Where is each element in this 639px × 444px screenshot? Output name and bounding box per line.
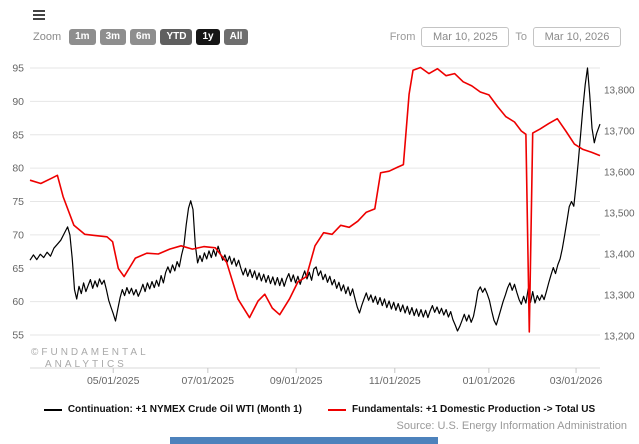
right-axis-tick-label: 13,500	[604, 209, 635, 220]
watermark-line1: ©FUNDAMENTAL	[31, 347, 149, 358]
production-line-swatch	[327, 408, 346, 411]
zoom-button-1m[interactable]: 1m	[69, 29, 96, 45]
source-attribution: Source: U.S. Energy Information Administ…	[396, 420, 628, 432]
x-axis-tick-label: 11/01/2025	[369, 375, 421, 387]
legend-label-wti: Continuation: +1 NYMEX Crude Oil WTI (Mo…	[67, 404, 302, 415]
x-axis-tick-label: 03/01/2026	[550, 375, 603, 387]
right-axis-tick-label: 13,600	[604, 168, 635, 179]
zoom-button-all[interactable]: All	[223, 29, 249, 45]
right-axis-tick-label: 13,400	[604, 250, 635, 261]
right-axis-tick-label: 13,300	[604, 291, 635, 302]
legend: Continuation: +1 NYMEX Crude Oil WTI (Mo…	[0, 404, 639, 415]
from-label: From	[389, 31, 416, 43]
right-axis-tick-label: 13,800	[604, 86, 635, 97]
to-date-input[interactable]	[533, 27, 621, 47]
left-axis-tick-label: 70	[12, 229, 24, 241]
left-axis-tick-label: 80	[12, 163, 24, 175]
left-axis-tick-label: 90	[12, 96, 24, 108]
left-axis-tick-label: 75	[12, 196, 24, 208]
zoom-button-1y[interactable]: 1y	[196, 29, 220, 45]
zoom-button-ytd[interactable]: YTD	[160, 29, 193, 45]
series-line-0	[29, 67, 601, 332]
series-line-1	[29, 66, 601, 333]
x-axis-tick-label: 07/01/2025	[182, 375, 235, 387]
left-axis-tick-label: 60	[12, 296, 24, 308]
menu-bar	[33, 14, 45, 16]
watermark-line2: ANALYTICS	[45, 359, 127, 370]
horizontal-scrollbar-thumb[interactable]	[170, 437, 438, 444]
zoom-button-6m[interactable]: 6m	[130, 29, 157, 45]
legend-label-production: Fundamentals: +1 Domestic Production -> …	[351, 404, 596, 415]
menu-bar	[33, 18, 45, 20]
x-axis-tick-label: 09/01/2025	[270, 375, 323, 387]
chart-toolbar: Zoom 1m 3m 6m YTD 1y All From To	[0, 26, 639, 48]
left-axis-tick-label: 85	[12, 129, 24, 141]
left-axis-tick-label: 55	[12, 330, 24, 342]
date-range-group: From To	[390, 27, 621, 47]
right-axis-tick-label: 13,200	[604, 332, 635, 343]
legend-item-wti[interactable]: Continuation: +1 NYMEX Crude Oil WTI (Mo…	[43, 404, 302, 415]
fundamental-analytics-watermark: ©FUNDAMENTAL ANALYTICS	[31, 347, 149, 371]
legend-item-production[interactable]: Fundamentals: +1 Domestic Production -> …	[327, 404, 596, 415]
right-axis-tick-label: 13,700	[604, 127, 635, 138]
zoom-label: Zoom	[33, 31, 62, 43]
price-production-chart[interactable]: 55 60 65 70 75 80 85 90 95 13,800 13,700 13,600 13,5…	[0, 0, 639, 400]
x-axis-tick-label: 05/01/2025	[87, 375, 140, 387]
chart-menu-icon[interactable]	[33, 10, 45, 20]
left-axis-tick-label: 95	[12, 63, 24, 75]
left-axis-tick-label: 65	[12, 263, 24, 275]
from-date-input[interactable]	[421, 27, 510, 47]
to-label: To	[515, 31, 527, 43]
menu-bar	[33, 10, 45, 12]
x-axis-tick-label: 01/01/2026	[463, 375, 516, 387]
zoom-button-3m[interactable]: 3m	[99, 29, 127, 45]
wti-line-swatch	[43, 408, 62, 411]
